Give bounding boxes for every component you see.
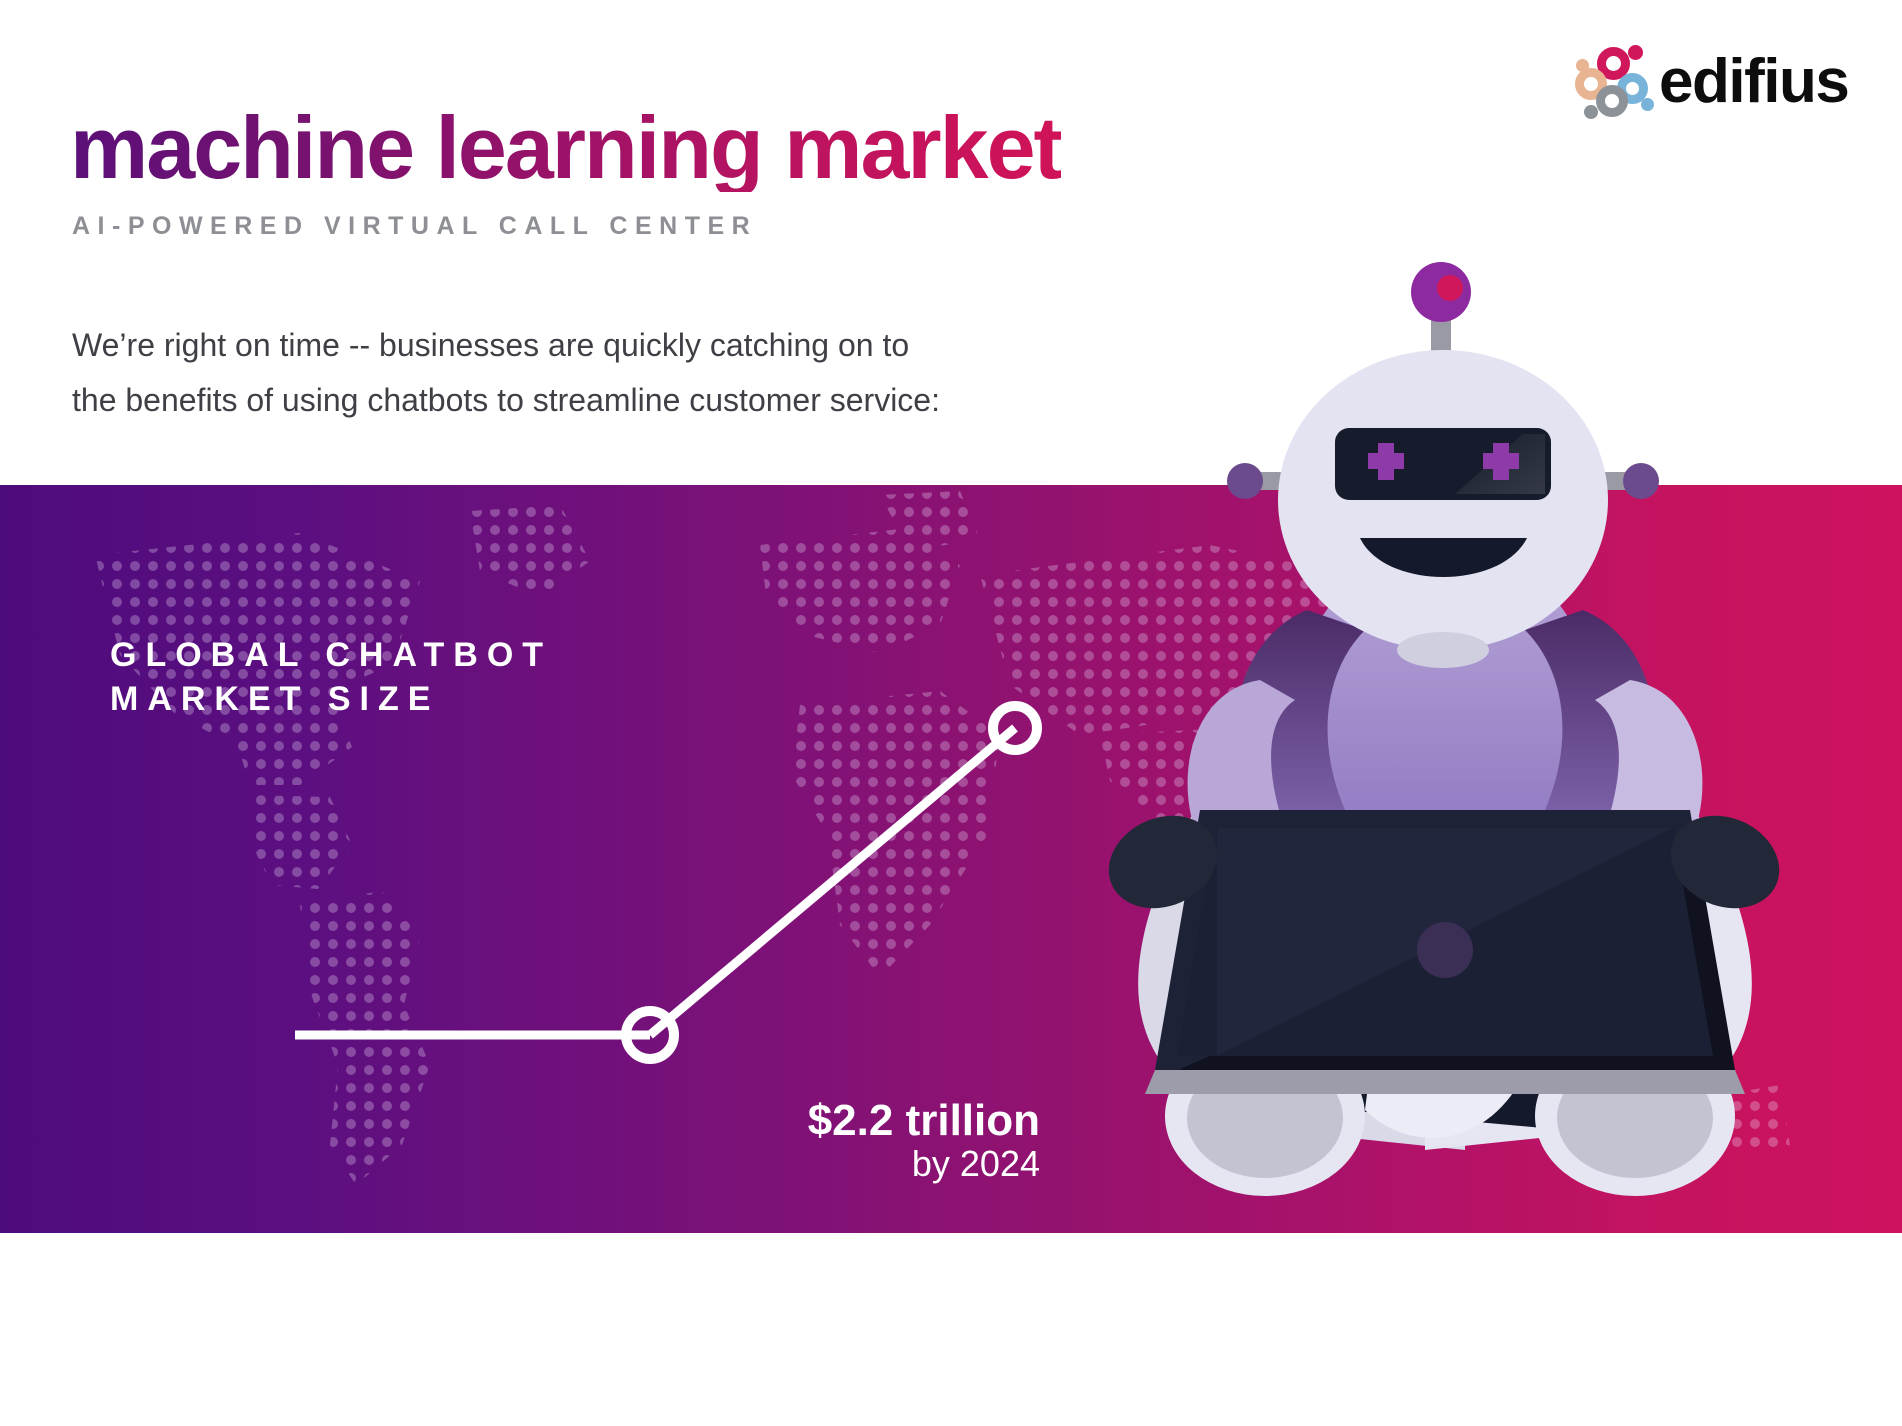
intro-paragraph: We’re right on time -- businesses are qu… — [72, 318, 1172, 428]
chart-marker-2024[interactable] — [988, 701, 1042, 755]
chart-year-2024: by 2024 — [911, 1142, 1040, 1184]
brand-name: edifius — [1659, 47, 1850, 116]
robot-illustration — [1045, 250, 1845, 1330]
robot-laptop — [1145, 810, 1745, 1094]
brand-logo: edifius — [1575, 42, 1875, 122]
chart-value-2017: ~$370 million — [382, 1374, 660, 1423]
page-subtitle: AI-POWERED VIRTUAL CALL CENTER — [72, 212, 758, 240]
antenna-dot-icon — [1437, 275, 1463, 301]
chart-datapoint-label-2024: $2.2 trillion by 2024 — [480, 1097, 1040, 1183]
robot-hand-right — [1670, 815, 1780, 909]
page-title: machine learning market — [70, 98, 1063, 197]
robot-mouth-icon — [1360, 538, 1527, 577]
intro-line-1: We’re right on time -- businesses are qu… — [72, 327, 910, 363]
market-size-line-chart: $2.2 trillion by 2024 ~$370 million in 2… — [0, 485, 1200, 1426]
robot-eye-right-icon — [1483, 443, 1519, 480]
chart-datapoint-label-2017: ~$370 million in 2017 — [120, 1375, 660, 1426]
robot-head — [1227, 262, 1659, 668]
laptop-logo-icon — [1417, 922, 1473, 978]
chart-value-2024: $2.2 trillion — [807, 1096, 1040, 1145]
robot-arms — [1187, 610, 1703, 830]
chart-marker-2017[interactable] — [621, 1006, 679, 1064]
edifius-mark-icon — [1575, 45, 1654, 119]
chart-svg — [295, 701, 1042, 1064]
chart-heading-line-2: MARKET SIZE — [110, 679, 440, 718]
chart-heading: GLOBAL CHATBOT MARKET SIZE — [110, 634, 552, 721]
robot-svg — [1108, 262, 1780, 1196]
intro-line-2: the benefits of using chatbots to stream… — [72, 382, 940, 419]
chart-heading-line-1: GLOBAL CHATBOT — [110, 636, 553, 674]
robot-hands — [1108, 815, 1780, 909]
robot-hand-left — [1108, 815, 1218, 909]
robot-eye-left-icon — [1368, 443, 1404, 480]
chart-year-2017: in 2017 — [120, 1422, 660, 1426]
chart-growth-segment — [647, 724, 1018, 1039]
